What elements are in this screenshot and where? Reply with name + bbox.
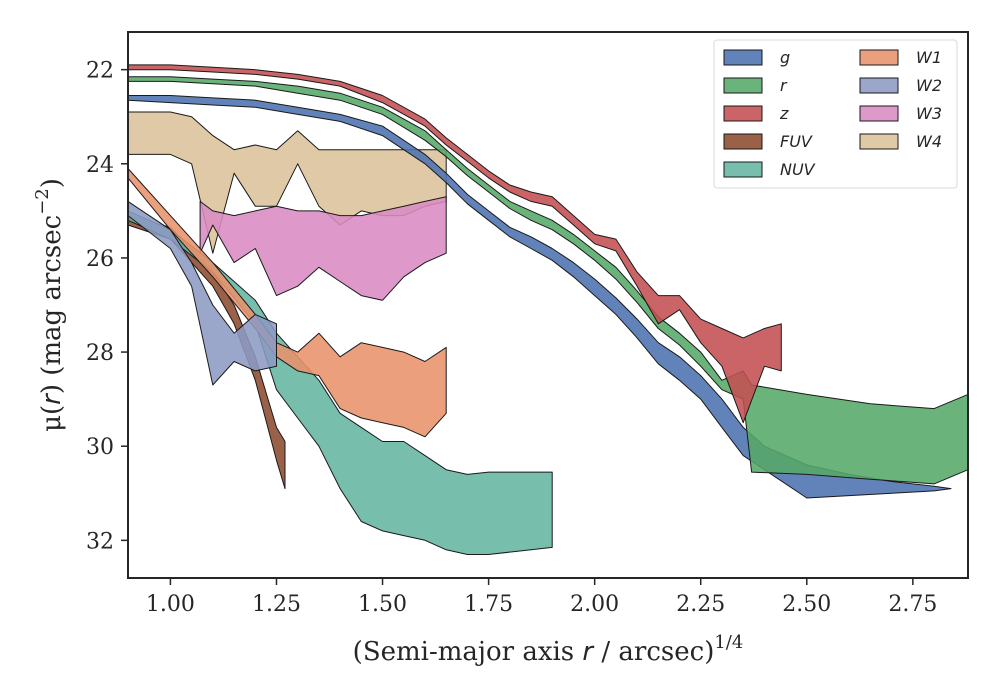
legend-label-r: r (780, 76, 788, 95)
legend-label-w3: W3 (916, 104, 942, 123)
x-tick-label: 2.50 (782, 592, 831, 617)
legend-label-w2: W2 (916, 76, 942, 95)
legend-label-g: g (780, 48, 790, 67)
legend-swatch-z (723, 105, 763, 122)
legend-swatch-r (723, 77, 763, 94)
legend: grz FUV NUV W1 W2 W3 W4 (713, 39, 958, 189)
legend-label-nuv: NUV (780, 160, 816, 179)
legend-swatch-g (723, 49, 763, 66)
y-axis-ticks: 22 24 26 28 30 32 (86, 59, 128, 554)
legend-box (713, 39, 958, 189)
plot-frame (127, 31, 969, 579)
x-tick-label: 2.00 (570, 592, 619, 617)
y-tick-label: 22 (86, 59, 114, 84)
band-z (127, 64, 782, 424)
legend-label-fuv: FUV (780, 132, 813, 151)
legend-label-w1: W1 (916, 48, 942, 67)
y-tick-label: 30 (86, 435, 114, 460)
profile-bands (127, 64, 969, 555)
y-tick-label: 28 (86, 341, 114, 366)
y-axis-label: μ(r) (mag arcsec−2) (32, 178, 67, 432)
x-tick-label: 1.25 (252, 592, 301, 617)
y-tick-label: 24 (86, 153, 114, 178)
x-tick-label: 2.25 (676, 592, 725, 617)
legend-swatch-fuv (723, 133, 763, 150)
legend-swatch-nuv (723, 161, 763, 178)
y-tick-label: 26 (86, 247, 114, 272)
band-g (127, 95, 952, 499)
x-tick-label: 1.50 (358, 592, 407, 617)
x-tick-label: 1.00 (146, 592, 195, 617)
x-tick-label: 2.75 (888, 592, 937, 617)
x-axis-ticks: 1.00 1.25 1.50 1.75 2.00 2.25 2.50 2.75 (146, 578, 937, 617)
band-w3 (199, 196, 447, 301)
x-axis-label: (Semi-major axis r / arcsec)1/4 (353, 632, 744, 667)
legend-swatch-w3 (859, 105, 899, 122)
x-tick-label: 1.75 (464, 592, 513, 617)
legend-swatch-w4 (859, 133, 899, 150)
legend-label-z: z (779, 104, 789, 123)
band-w2 (127, 200, 277, 386)
legend-swatch-w1 (859, 49, 899, 66)
legend-label-w4: W4 (916, 132, 942, 151)
y-tick-label: 32 (86, 529, 114, 554)
legend-swatch-w2 (859, 77, 899, 94)
